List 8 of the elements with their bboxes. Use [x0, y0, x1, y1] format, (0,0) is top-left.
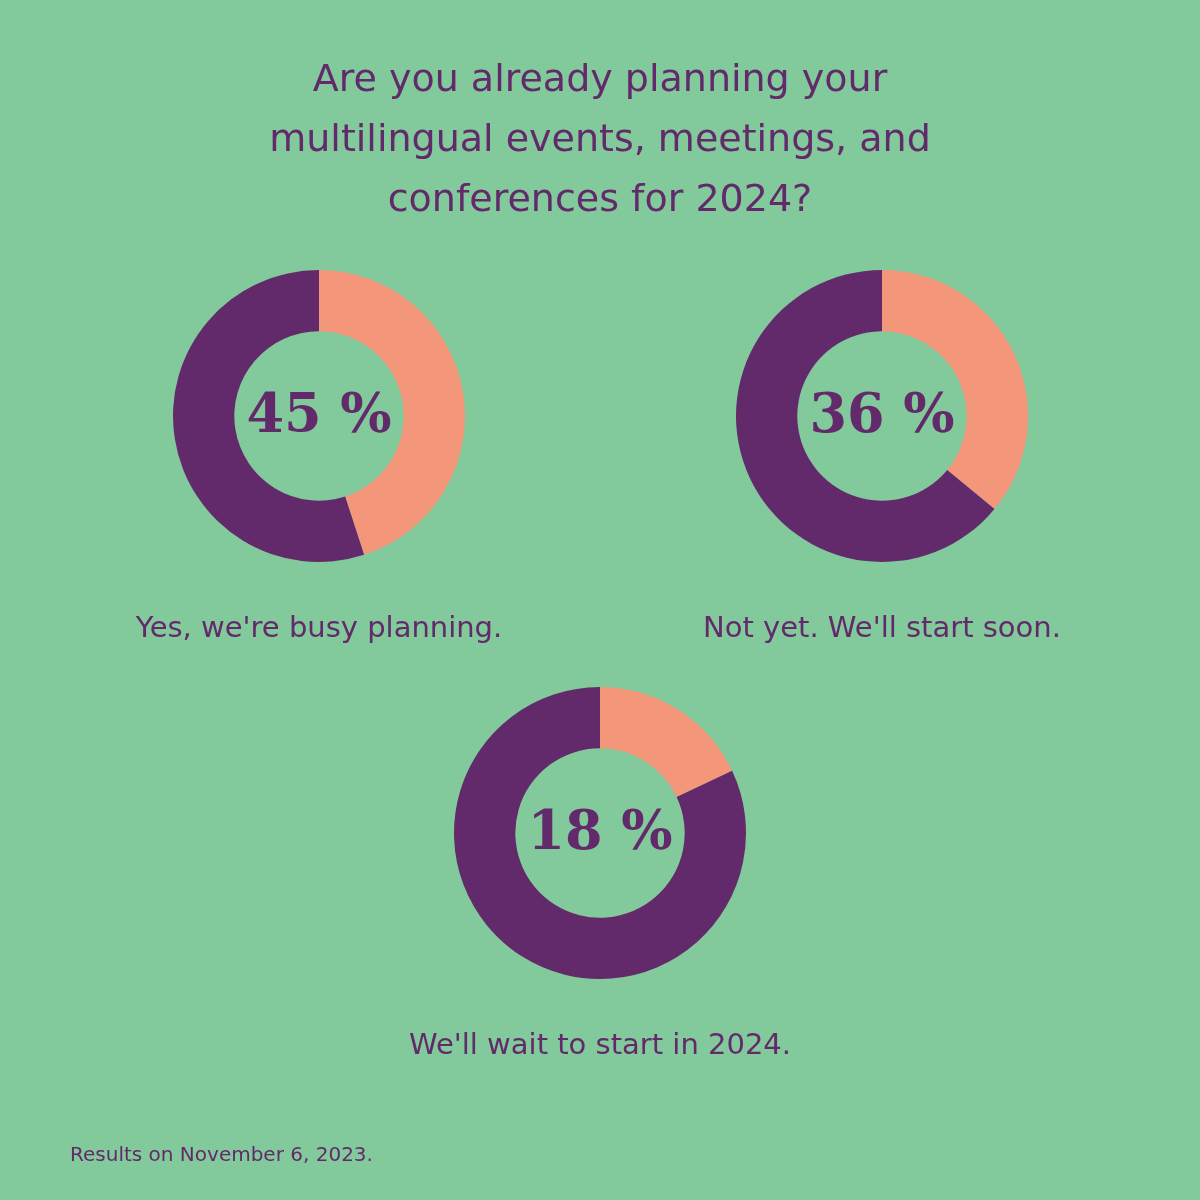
- text: Not yet. We'll start soon.: [702, 610, 1062, 644]
- text: Yes, we're busy planning.: [134, 610, 504, 644]
- text: Results on November 6, 2023.: [70, 1142, 373, 1166]
- text: Are you already planning your multilingual events, meetings, and conferences for 2024?: [268, 55, 932, 222]
- data-label: 36 %: [809, 381, 955, 446]
- data-label: 45 %: [246, 381, 392, 446]
- data-label: 18 %: [527, 798, 673, 863]
- text: We'll wait to start in 2024.: [408, 1027, 792, 1061]
